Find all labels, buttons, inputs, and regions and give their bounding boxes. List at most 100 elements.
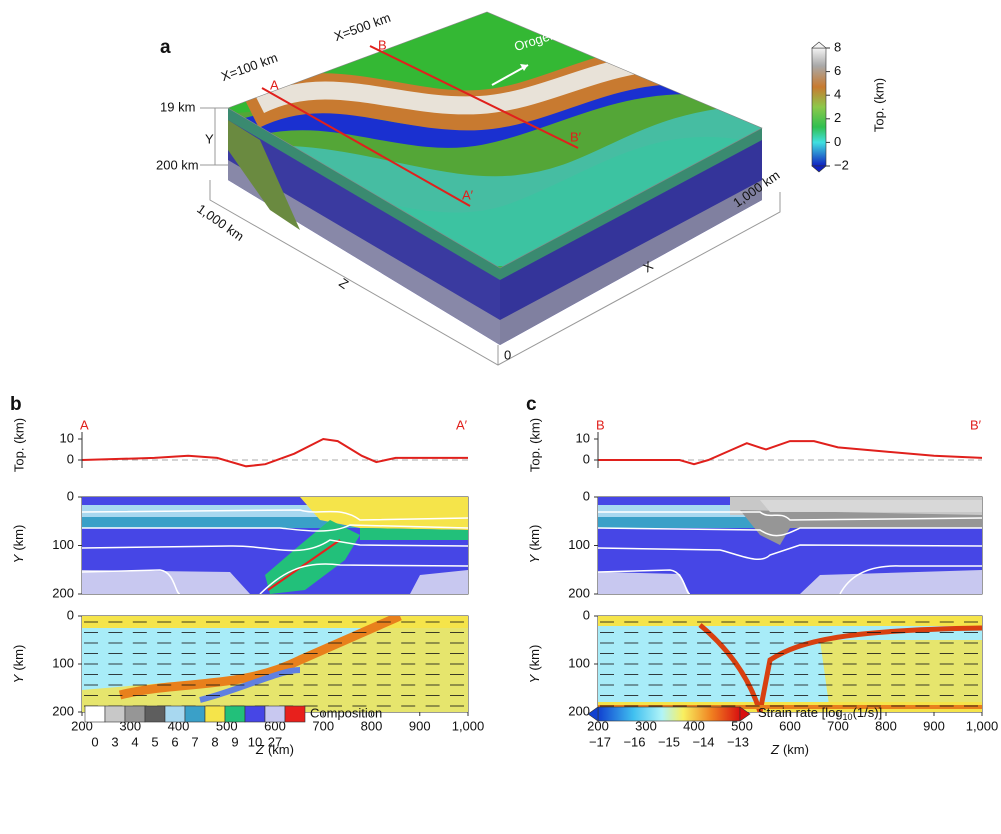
legend-tick-label: 4 <box>131 734 138 749</box>
shape <box>598 616 982 626</box>
shape <box>360 528 468 540</box>
annotation: 0 <box>504 347 511 362</box>
y-tick-label: 0 <box>67 451 74 466</box>
colorbar-tick-label: 0 <box>834 134 841 149</box>
legend-swatch <box>105 706 125 722</box>
legend-swatch <box>125 706 145 722</box>
colorbar <box>598 707 740 721</box>
y-tick-label: 0 <box>583 607 590 622</box>
topography-line <box>82 439 468 466</box>
y-tick-label: 10 <box>576 430 590 445</box>
topography-line <box>598 441 982 464</box>
legend-tick-label: 7 <box>191 734 198 749</box>
colorbar-tick-label: −2 <box>834 157 849 172</box>
legend-tick-label: −13 <box>727 734 749 749</box>
legend-tick-label: −16 <box>623 734 645 749</box>
x-tick-label: 1,000 <box>966 718 999 733</box>
section-end: B <box>596 417 605 432</box>
legend-swatch <box>145 706 165 722</box>
y-tick-label: 0 <box>583 451 590 466</box>
colorbar-tick-label: 6 <box>834 63 841 78</box>
annotation: 200 km <box>156 157 199 172</box>
legend-swatch <box>85 706 105 722</box>
annotation: Top. (km) <box>871 78 886 132</box>
annotation: B <box>378 37 387 52</box>
y-tick-label: 0 <box>67 488 74 503</box>
legend-swatch <box>245 706 265 722</box>
legend-tick-label: −14 <box>692 734 714 749</box>
section-end: B′ <box>970 417 982 432</box>
shape <box>812 42 826 48</box>
annotation: A′ <box>462 187 474 202</box>
legend-tick-label: 10 <box>248 734 262 749</box>
legend-swatch <box>265 706 285 722</box>
axis-unit: (km) <box>783 742 809 757</box>
legend-title: Composition <box>310 705 382 720</box>
x-tick-label: 800 <box>361 718 383 733</box>
legend-swatch <box>285 706 305 722</box>
annotation: A <box>270 77 279 92</box>
legend-tick-label: 5 <box>151 734 158 749</box>
y-tick-label: 200 <box>52 585 74 600</box>
y-tick-label: 200 <box>568 703 590 718</box>
annotation: X <box>640 258 656 275</box>
legend-title: Strain rate [log10(1/s)] <box>758 705 882 722</box>
composition-section <box>82 497 468 594</box>
legend-swatch <box>205 706 225 722</box>
y-axis-label: Top. (km) <box>11 418 26 472</box>
y-tick-label: 10 <box>60 430 74 445</box>
legend-tick-label: 3 <box>111 734 118 749</box>
colorbar-tick-label: 2 <box>834 110 841 125</box>
colorbar-tick-label: 8 <box>834 39 841 54</box>
y-tick-label: 0 <box>67 607 74 622</box>
shape <box>812 166 826 172</box>
y-tick-label: 200 <box>568 585 590 600</box>
y-tick-label: 100 <box>52 655 74 670</box>
axis-unit: (km) <box>527 645 542 671</box>
legend-tick-label: 9 <box>231 734 238 749</box>
colorbar <box>812 48 826 166</box>
legend-swatch <box>165 706 185 722</box>
composition-section <box>598 497 982 594</box>
y-axis-label: Y (km) <box>527 525 542 564</box>
shape <box>760 500 982 512</box>
axis-var: Y <box>527 673 542 683</box>
legend-tick-label: 27 <box>268 734 282 749</box>
y-tick-label: 200 <box>52 703 74 718</box>
axis-var: Y <box>11 553 26 563</box>
annotation: 1,000 km <box>194 201 246 244</box>
x-tick-label: 700 <box>312 718 334 733</box>
legend-tick-label: −17 <box>589 734 611 749</box>
x-tick-label: 900 <box>409 718 431 733</box>
colorbar-tick-label: 4 <box>834 87 841 102</box>
x-tick-label: 900 <box>923 718 945 733</box>
shape: 8 6 4 2 0 −2 <box>826 39 849 172</box>
annotation: Z <box>336 275 351 292</box>
legend-tick-label: 8 <box>211 734 218 749</box>
y-tick-label: 100 <box>568 537 590 552</box>
x-tick-label: 600 <box>779 718 801 733</box>
legend-tick-label: 6 <box>171 734 178 749</box>
panel-label: a <box>160 37 171 58</box>
axis-var: Y <box>11 673 26 683</box>
x-tick-label: 800 <box>875 718 897 733</box>
legend-swatch <box>185 706 205 722</box>
axis-var: Y <box>527 553 542 563</box>
panel-label: c <box>526 394 537 415</box>
block-3d <box>200 12 780 365</box>
figure: a X=100 km X=500 km Orogenic plateau A A… <box>0 0 1001 834</box>
axis-unit: (km) <box>527 525 542 551</box>
axis-var: Z <box>770 742 780 757</box>
y-axis-label: Y (km) <box>11 525 26 564</box>
y-tick-label: 100 <box>52 537 74 552</box>
x-tick-label: 1,000 <box>452 718 485 733</box>
x-axis-label: Z(km) <box>770 742 809 757</box>
legend-title-part: (1/s)] <box>853 705 883 720</box>
y-axis-label: Top. (km) <box>527 418 542 472</box>
legend-swatch <box>225 706 245 722</box>
y-tick-label: 0 <box>583 488 590 503</box>
annotation: B′ <box>570 129 582 144</box>
legend-tick-label: 0 <box>91 734 98 749</box>
axis-unit: (km) <box>11 525 26 551</box>
annotation: 19 km <box>160 99 195 114</box>
